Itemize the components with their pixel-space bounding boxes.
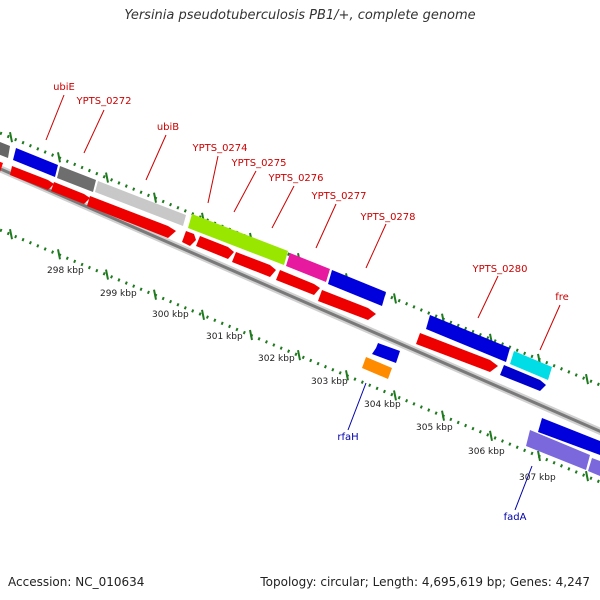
gene-label-ypts_0272[interactable]: YPTS_0272 — [75, 96, 131, 107]
major-tick — [393, 390, 397, 401]
gene-block-YPTS_0272[interactable] — [57, 166, 96, 192]
gene-block-rfaH-blue[interactable] — [372, 343, 400, 363]
gene-label-rfah[interactable]: rfaH — [337, 432, 358, 443]
callout-line — [83, 109, 105, 154]
callout-line — [207, 155, 219, 204]
callout-line — [539, 304, 561, 351]
gene-label-fada[interactable]: fadA — [504, 512, 527, 523]
major-tick — [585, 470, 589, 482]
gene-label-ypts_0275[interactable]: YPTS_0275 — [230, 158, 286, 169]
gene-block-YPTS_0280[interactable] — [426, 315, 510, 362]
gene-label-ypts_0274[interactable]: YPTS_0274 — [191, 143, 247, 154]
backbone — [0, 164, 600, 436]
gene-block-fre[interactable] — [510, 351, 552, 380]
major-tick — [297, 349, 301, 361]
scale-label: 303 kbp — [311, 377, 348, 387]
gene-block-ubiB[interactable] — [95, 181, 186, 226]
callout-line — [477, 275, 499, 319]
major-tick — [585, 373, 589, 385]
major-tick — [153, 289, 157, 300]
scale-label: 302 kbp — [258, 354, 295, 364]
cds-arrow[interactable] — [182, 231, 196, 246]
cds-arrow[interactable] — [416, 333, 498, 372]
major-tick — [201, 309, 205, 321]
accession-label: Accession: NC_010634 — [8, 575, 145, 589]
major-tick — [537, 450, 541, 462]
scale-label: 305 kbp — [416, 423, 453, 433]
callout-line — [45, 94, 65, 141]
cds-arrow[interactable] — [196, 236, 234, 259]
scale-label: 301 kbp — [206, 332, 243, 342]
genome-title: Yersinia pseudotuberculosis PB1/+, compl… — [124, 8, 476, 23]
gene-block-YPTS_0277[interactable] — [328, 270, 386, 306]
gene-label-ypts_0278[interactable]: YPTS_0278 — [359, 212, 415, 223]
cds-arrow[interactable] — [51, 182, 90, 204]
major-tick — [9, 229, 13, 240]
forward-genes — [0, 140, 552, 380]
major-tick — [393, 293, 397, 304]
callout-line — [315, 203, 337, 249]
scale-label: 306 kbp — [468, 447, 505, 457]
gene-block-fadA[interactable] — [526, 430, 590, 470]
callout-line — [514, 465, 533, 511]
major-tick — [345, 370, 349, 381]
gene-label-ypts_0280[interactable]: YPTS_0280 — [471, 264, 527, 275]
callout-line — [365, 223, 387, 269]
cds-arrow[interactable] — [10, 166, 54, 190]
callout-line — [145, 134, 167, 181]
scale-label: 307 kbp — [519, 473, 556, 483]
gene-label-ypts_0277[interactable]: YPTS_0277 — [310, 191, 366, 202]
callout-line — [271, 185, 295, 229]
major-tick — [9, 132, 13, 143]
cds-arrow[interactable] — [0, 160, 3, 172]
major-tick — [441, 410, 445, 421]
callout-line — [347, 382, 367, 431]
gene-block-rfaH[interactable] — [362, 357, 392, 379]
major-tick — [105, 172, 109, 183]
gene-block-YPTS_0276[interactable] — [286, 253, 330, 282]
reverse-genes — [362, 343, 600, 476]
gene-block-fadA-blue[interactable] — [538, 418, 600, 455]
major-tick — [57, 249, 61, 260]
major-tick — [105, 269, 109, 280]
cds-arrow[interactable] — [318, 290, 376, 320]
cds-arrow[interactable] — [232, 252, 276, 277]
gene-label-ubie[interactable]: ubiE — [53, 82, 75, 93]
cds-arrow[interactable] — [87, 196, 176, 238]
gene-label-fre[interactable]: fre — [555, 292, 569, 303]
genome-summary: Topology: circular; Length: 4,695,619 bp… — [260, 575, 590, 589]
major-tick — [153, 192, 157, 203]
gene-block-grey-1[interactable] — [0, 140, 10, 158]
callout-line — [233, 170, 257, 213]
forward-cds-row — [0, 160, 546, 391]
major-tick — [57, 152, 61, 163]
cds-arrow[interactable] — [500, 365, 546, 391]
gene-label-ypts_0276[interactable]: YPTS_0276 — [267, 173, 323, 184]
scale-label: 304 kbp — [364, 400, 401, 410]
scale-label: 299 kbp — [100, 289, 137, 299]
major-tick — [489, 430, 493, 441]
gene-block-fadA-2[interactable] — [588, 458, 600, 476]
scale-label: 298 kbp — [47, 266, 84, 276]
scale-labels: 298 kbp 299 kbp 300 kbp 301 kbp 302 kbp 303 k… — [47, 266, 556, 483]
gene-label-ubib[interactable]: ubiB — [157, 122, 179, 133]
gene-block-ubiE[interactable] — [13, 148, 58, 177]
cds-arrow[interactable] — [276, 270, 320, 295]
gene-block-YPTS_0274[interactable] — [188, 214, 288, 265]
major-tick — [249, 329, 253, 341]
scale-label: 300 kbp — [152, 310, 189, 320]
